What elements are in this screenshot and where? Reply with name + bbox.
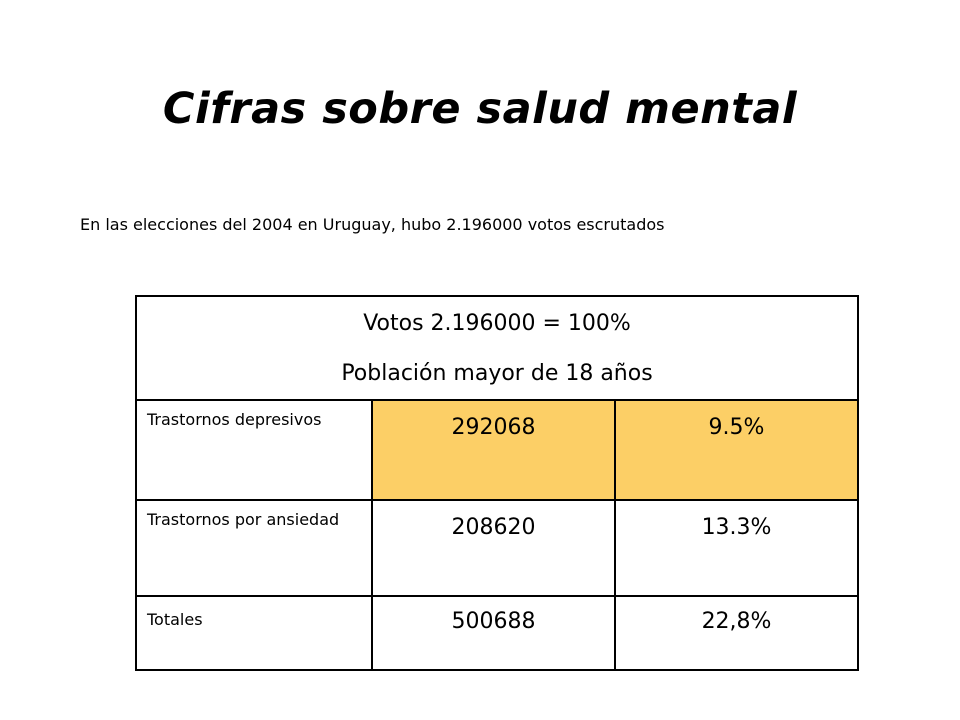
row-count-ansiedad: 208620 <box>371 499 616 597</box>
slide-title: Cifras sobre salud mental <box>162 84 798 134</box>
row-count-depresivos: 292068 <box>371 399 616 501</box>
slide-subtitle: En las elecciones del 2004 en Uruguay, h… <box>80 215 665 234</box>
row-percent-depresivos: 9.5% <box>613 399 860 501</box>
row-count-totales: 500688 <box>371 595 616 671</box>
row-percent-ansiedad: 13.3% <box>613 499 860 597</box>
row-label-totales: Totales <box>135 595 373 671</box>
row-label-depresivos: Trastornos depresivos <box>135 399 373 501</box>
table-header-line-population: Población mayor de 18 años <box>341 361 653 386</box>
mental-health-table: Votos 2.196000 = 100% Población mayor de… <box>134 295 860 671</box>
table-row: Totales 500688 22,8% <box>135 595 860 671</box>
table-row: Trastornos depresivos 292068 9.5% <box>135 399 860 501</box>
row-label-ansiedad: Trastornos por ansiedad <box>135 499 373 597</box>
table-header-row: Votos 2.196000 = 100% Población mayor de… <box>134 295 860 401</box>
table-header-cell: Votos 2.196000 = 100% Población mayor de… <box>134 295 860 401</box>
row-percent-totales: 22,8% <box>613 595 860 671</box>
table-row: Trastornos por ansiedad 208620 13.3% <box>135 499 860 597</box>
table-header-line-votes: Votos 2.196000 = 100% <box>363 311 631 336</box>
